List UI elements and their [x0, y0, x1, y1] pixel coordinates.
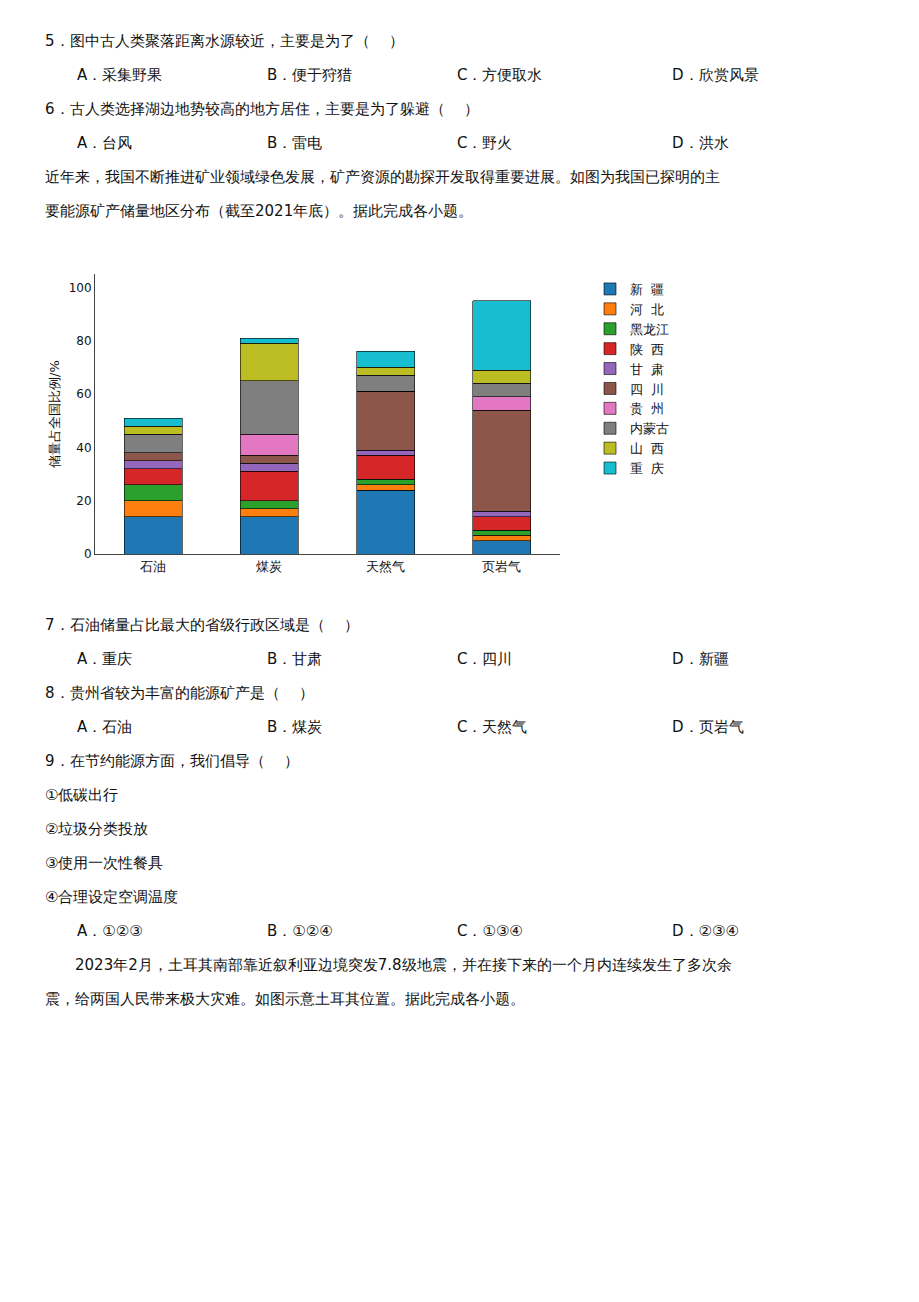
svg-text:③使用一次性餐具: ③使用一次性餐具: [45, 854, 163, 872]
svg-text:石油: 石油: [140, 559, 166, 574]
svg-text:内蒙古: 内蒙古: [630, 421, 669, 436]
svg-text:D．②③④: D．②③④: [672, 922, 739, 940]
svg-text:天然气: 天然气: [366, 559, 405, 574]
svg-text:黑龙江: 黑龙江: [630, 322, 669, 337]
svg-text:陕 西: 陕 西: [630, 342, 664, 357]
svg-text:②垃圾分类投放: ②垃圾分类投放: [45, 820, 148, 838]
svg-text:80: 80: [76, 334, 91, 348]
svg-text:A．重庆: A．重庆: [77, 650, 132, 668]
svg-text:2023年2月，土耳其南部靠近叙利亚边境突发7.8级地震，并: 2023年2月，土耳其南部靠近叙利亚边境突发7.8级地震，并在接下来的一个月内连…: [45, 956, 732, 974]
svg-text:20: 20: [76, 494, 91, 508]
svg-text:新 疆: 新 疆: [630, 282, 664, 297]
svg-text:A．台风: A．台风: [77, 134, 132, 152]
svg-text:A．①②③: A．①②③: [77, 922, 143, 940]
svg-text:贵 州: 贵 州: [630, 401, 664, 416]
svg-text:页岩气: 页岩气: [482, 559, 521, 574]
svg-text:①低碳出行: ①低碳出行: [45, 786, 118, 804]
svg-text:A．采集野果: A．采集野果: [77, 66, 162, 84]
svg-text:D．新疆: D．新疆: [672, 650, 729, 668]
svg-text:C．方便取水: C．方便取水: [457, 66, 542, 84]
svg-text:8．贵州省较为丰富的能源矿产是（ ）: 8．贵州省较为丰富的能源矿产是（ ）: [45, 684, 314, 702]
svg-text:C．天然气: C．天然气: [457, 718, 527, 736]
svg-text:B．便于狩猎: B．便于狩猎: [267, 66, 352, 84]
svg-text:B．雷电: B．雷电: [267, 134, 322, 152]
svg-text:0: 0: [84, 547, 92, 561]
svg-text:④合理设定空调温度: ④合理设定空调温度: [45, 888, 178, 906]
svg-text:B．煤炭: B．煤炭: [267, 718, 322, 736]
svg-text:40: 40: [76, 441, 91, 455]
svg-text:四 川: 四 川: [630, 382, 664, 397]
svg-text:7．石油储量占比最大的省级行政区域是（ ）: 7．石油储量占比最大的省级行政区域是（ ）: [45, 616, 359, 634]
svg-text:9．在节约能源方面，我们倡导（ ）: 9．在节约能源方面，我们倡导（ ）: [45, 752, 299, 770]
svg-text:C．四川: C．四川: [457, 650, 512, 668]
svg-text:C．①③④: C．①③④: [457, 922, 523, 940]
svg-text:储量占全国比例/%: 储量占全国比例/%: [47, 360, 62, 468]
svg-text:震，给两国人民带来极大灾难。如图示意土耳其位置。据此完成各小: 震，给两国人民带来极大灾难。如图示意土耳其位置。据此完成各小题。: [45, 990, 525, 1008]
svg-text:100: 100: [69, 281, 92, 295]
svg-text:重 庆: 重 庆: [630, 461, 664, 476]
svg-text:D．欣赏风景: D．欣赏风景: [672, 66, 759, 84]
svg-text:甘 肃: 甘 肃: [630, 362, 664, 377]
svg-text:河 北: 河 北: [630, 302, 664, 317]
svg-text:6．古人类选择湖边地势较高的地方居住，主要是为了躲避（: 6．古人类选择湖边地势较高的地方居住，主要是为了躲避（ ）: [45, 100, 479, 118]
svg-text:B．①②④: B．①②④: [267, 922, 333, 940]
svg-text:煤炭: 煤炭: [256, 559, 282, 574]
svg-text:A．石油: A．石油: [77, 718, 132, 736]
svg-text:C．野火: C．野火: [457, 134, 512, 152]
svg-text:60: 60: [76, 387, 91, 401]
svg-text:B．甘肃: B．甘肃: [267, 650, 322, 668]
svg-text:近年来，我国不断推进矿业领域绿色发展，矿产资源的勘探开发取得: 近年来，我国不断推进矿业领域绿色发展，矿产资源的勘探开发取得重要进展。如图为我国…: [45, 168, 720, 186]
svg-text:5．图中古人类聚落距离水源较近，主要是为了（ ）: 5．图中古人类聚落距离水源较近，主要是为了（ ）: [45, 32, 404, 50]
svg-text:D．洪水: D．洪水: [672, 134, 729, 152]
svg-text:D．页岩气: D．页岩气: [672, 718, 744, 736]
svg-text:山 西: 山 西: [630, 441, 664, 456]
svg-text:要能源矿产储量地区分布（截至2021年底）。据此完成各小题。: 要能源矿产储量地区分布（截至2021年底）。据此完成各小题。: [45, 202, 473, 220]
